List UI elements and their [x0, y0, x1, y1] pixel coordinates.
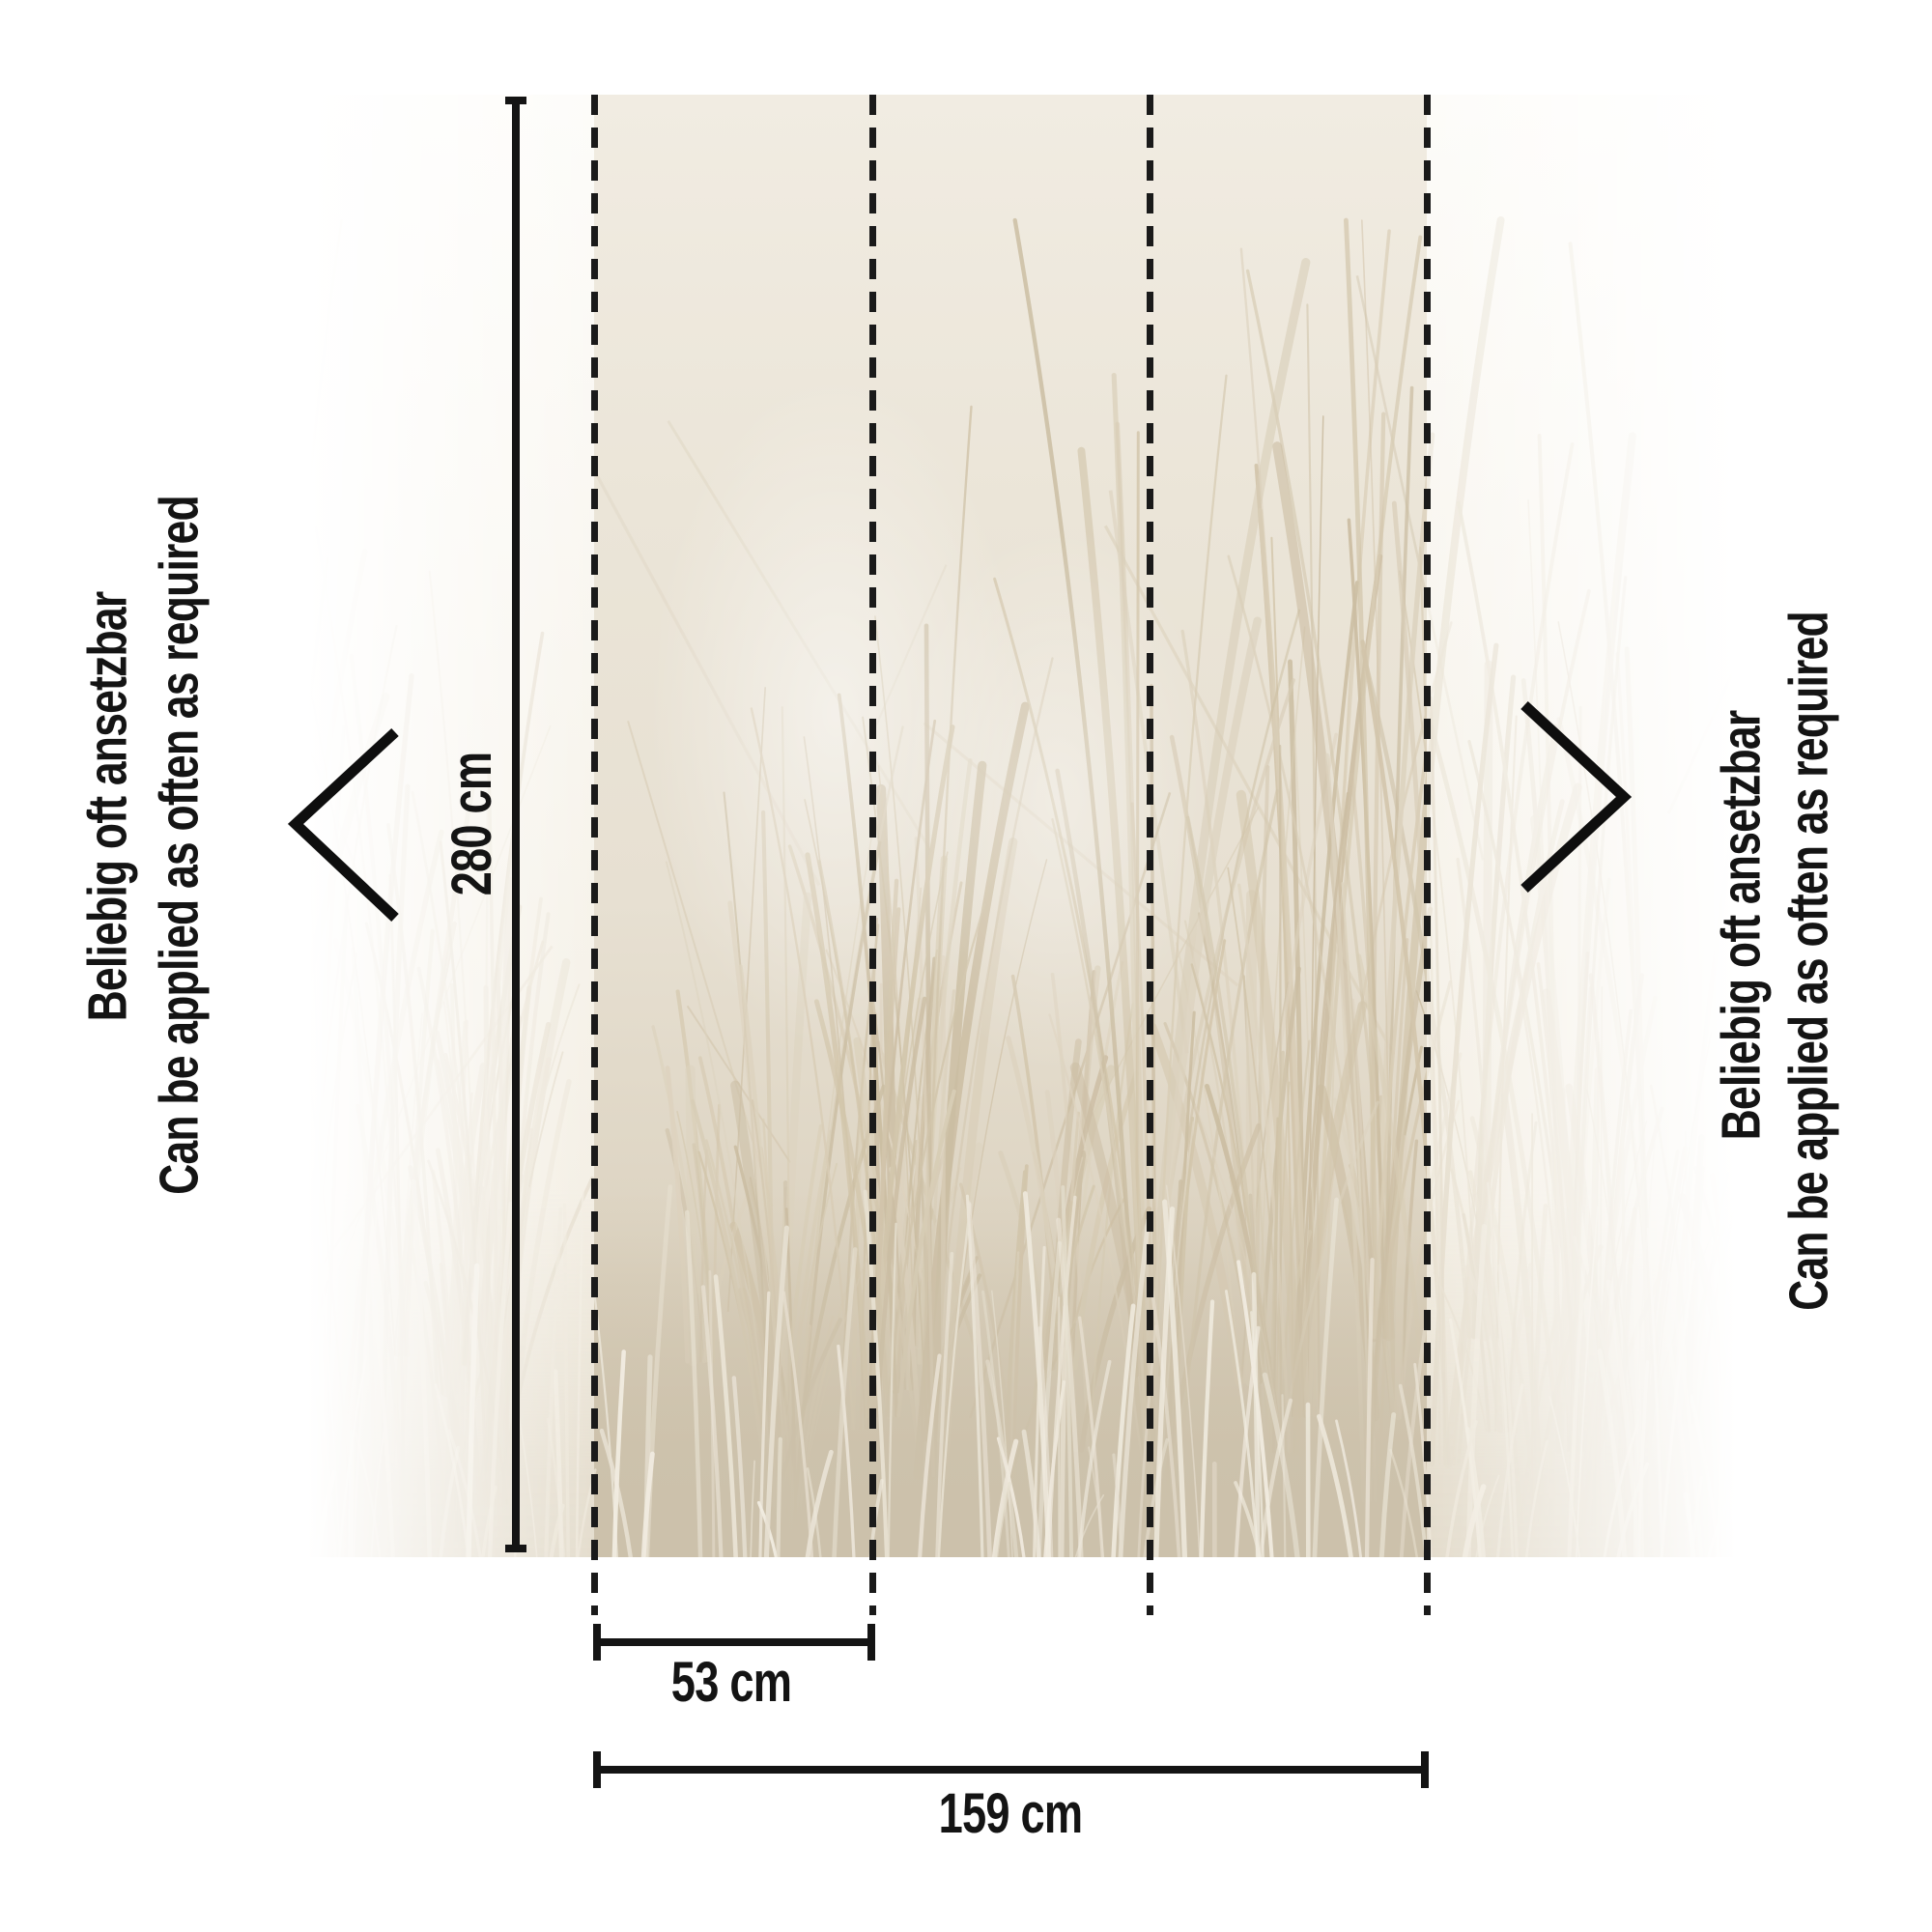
- height-measure-cap-top: [505, 97, 526, 104]
- total-width-measure-line: [595, 1766, 1427, 1774]
- strip-cut-guide-1: [591, 95, 598, 1615]
- strip-cut-guide-3: [1147, 95, 1153, 1615]
- height-measure-line: [512, 99, 520, 1552]
- side-note-german-right: Beliebig oft ansetzbar: [1710, 710, 1773, 1141]
- strip-width-cap-right: [867, 1624, 875, 1661]
- total-width-dimension-label: 159 cm: [938, 1782, 1084, 1845]
- chevron-right-icon: [1520, 700, 1633, 894]
- strip-width-measure-line: [595, 1638, 873, 1646]
- strip-cut-guide-2: [869, 95, 876, 1615]
- grass-pattern-main: [594, 95, 1427, 1557]
- mural-main-panel: [594, 95, 1427, 1557]
- side-note-english-right: Can be applied as often as required: [1777, 611, 1840, 1311]
- strip-width-dimension-label: 53 cm: [670, 1651, 792, 1714]
- grass-pattern-svg: [594, 217, 1427, 1557]
- right-white-fade: [1420, 95, 1787, 1557]
- height-dimension-label: 280 cm: [440, 752, 503, 896]
- strip-cut-guide-4: [1424, 95, 1431, 1615]
- strip-width-cap-left: [593, 1624, 601, 1661]
- total-width-cap-right: [1421, 1751, 1429, 1788]
- side-note-english-left: Can be applied as often as required: [148, 496, 211, 1195]
- total-width-cap-left: [593, 1751, 601, 1788]
- side-note-german-left: Beliebig oft ansetzbar: [76, 591, 139, 1022]
- height-measure-cap-bottom: [505, 1545, 526, 1552]
- chevron-left-icon: [288, 727, 399, 923]
